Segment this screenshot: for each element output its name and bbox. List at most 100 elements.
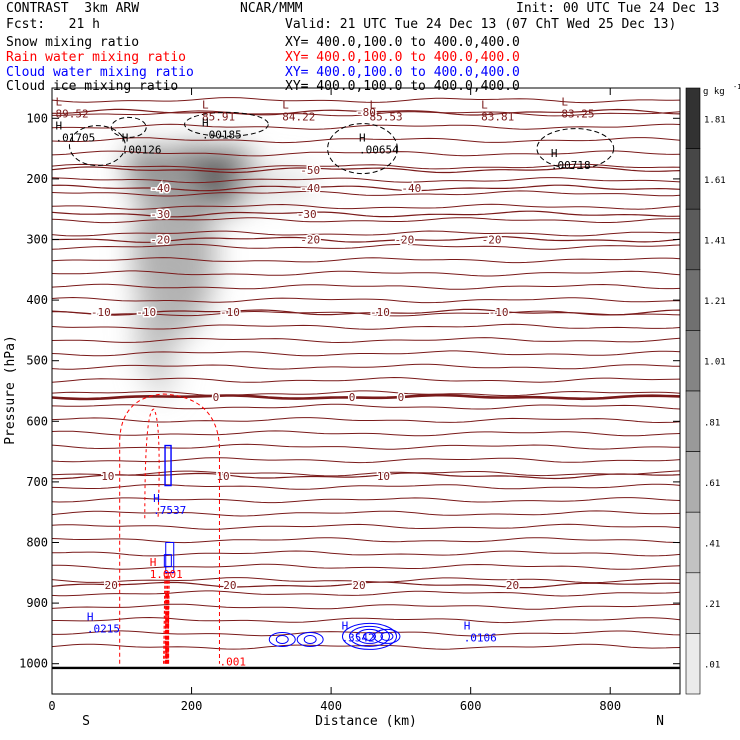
y-tick-label: 200 — [26, 172, 48, 186]
extremum-marker: L — [55, 95, 62, 108]
temperature-contour-label: 10 — [216, 470, 229, 483]
extremum-value: .00718 — [551, 159, 591, 172]
extremum-marker: H — [342, 619, 349, 632]
cloud-ice-contour-2 — [327, 123, 398, 175]
isotherm-line-9 — [52, 217, 680, 224]
x-tick-label: 0 — [48, 699, 55, 713]
colorbar-label: .01 — [704, 661, 720, 671]
temperature-contour-3 — [52, 210, 680, 218]
annotations: L89.52L85.91L84.22L85.53L83.81L83.25H.01… — [55, 95, 594, 668]
temperature-contour-label: 0 — [398, 391, 405, 404]
y-tick-label: 900 — [26, 596, 48, 610]
temperature-contour-label: -20 — [394, 234, 414, 247]
extremum-value: 83.81 — [481, 110, 514, 123]
extremum-marker: H — [464, 619, 471, 632]
isotherm-line-23 — [52, 403, 680, 410]
x-tick-label: 400 — [320, 699, 342, 713]
isotherm-line-19 — [52, 350, 680, 357]
colorbar-label: .21 — [704, 600, 720, 610]
extremum-marker: H — [87, 610, 94, 623]
extremum-marker: H — [153, 492, 160, 505]
field-xy-snow: XY= 400.0,100.0 to 400.0,400.0 — [285, 35, 520, 50]
cloud-water-low-cell — [268, 631, 296, 647]
y-tick-label: 700 — [26, 475, 48, 489]
temperature-contour-7 — [52, 472, 680, 480]
field-label-cloud-water: Cloud water mixing ratio — [6, 65, 194, 80]
isotherm-line-36 — [52, 577, 680, 584]
cloud-water-top — [164, 444, 172, 487]
hydrometeor-contours — [52, 111, 680, 670]
cloud-ice-contour-3 — [536, 128, 615, 170]
field-label-cloud-ice: Cloud ice mixing ratio — [6, 79, 179, 94]
y-axis-label: Pressure (hPa) — [3, 335, 18, 445]
snow-shade-blob-5 — [146, 348, 175, 398]
colorbar-segment — [685, 451, 701, 513]
isotherm-line-27 — [52, 457, 680, 464]
extremum-value: .0215 — [87, 622, 120, 635]
y-tick-label: 100 — [26, 111, 48, 125]
colorbar-label: .81 — [704, 418, 720, 428]
cloud-water-cell-3 — [163, 554, 172, 567]
isotherm-line-26 — [52, 443, 680, 450]
temperature-contour-label: -10 — [489, 306, 509, 319]
extremum-value: .00654 — [359, 144, 399, 157]
temperature-contour-6 — [52, 393, 680, 401]
colorbar-label: 1.21 — [704, 297, 726, 307]
extremum-marker: H — [202, 116, 209, 129]
cloud-water-cell-4 — [165, 542, 175, 573]
temperature-contour-label: 20 — [223, 579, 236, 592]
cloud-water-low-cell — [348, 625, 390, 647]
temperature-contour-label: -40 — [150, 182, 170, 195]
isotherm-line-39 — [52, 616, 680, 624]
isotherm-line-21 — [52, 376, 680, 383]
y-tick-label: 400 — [26, 293, 48, 307]
extremum-marker: H — [551, 147, 558, 160]
temperature-contour-label: -10 — [136, 306, 156, 319]
field-label-snow: Snow mixing ratio — [6, 35, 140, 50]
extremum-marker: L — [282, 98, 289, 111]
temperature-contour-2 — [52, 184, 680, 192]
isotherm-line-30 — [52, 497, 680, 504]
extremum-value: 89.52 — [55, 107, 88, 120]
isotherm-line-32 — [52, 523, 680, 530]
extremum-value: .7537 — [153, 504, 186, 517]
isotherm-line-10 — [52, 230, 680, 237]
cloud-water-low-cell — [296, 631, 324, 647]
isotherm-line-29 — [52, 483, 680, 490]
rain-core-line-0 — [163, 572, 166, 664]
temperature-contour-label: 0 — [349, 391, 356, 404]
valid-time: Valid: 21 UTC Tue 24 Dec 13 (07 ChT Wed … — [285, 17, 677, 32]
isotherm-line-18 — [52, 337, 680, 344]
south-label: S — [82, 714, 90, 729]
temperature-contour-0 — [52, 108, 680, 116]
temperature-contour-label: -20 — [150, 234, 170, 247]
isotherm-line-5 — [52, 163, 680, 170]
extremum-marker: H — [359, 132, 366, 145]
y-tick-label: 300 — [26, 233, 48, 247]
isotherm-line-12 — [52, 257, 680, 264]
x-tick-label: 600 — [460, 699, 482, 713]
isotherm-line-28 — [52, 470, 680, 477]
extremum-value: 84.22 — [282, 110, 315, 123]
colorbar-label: .61 — [704, 479, 720, 489]
temperature-contours: -80 -50 -40 -40 -40 -30 -30 -20 -20 -20 -20 -10 -10 -… — [52, 97, 680, 650]
colorbar-segment — [685, 269, 701, 331]
temperature-contour-label: -30 — [297, 208, 317, 221]
temperature-contour-4 — [52, 235, 680, 243]
y-tick-label: 1000 — [19, 657, 48, 671]
isotherm-line-1 — [52, 110, 680, 117]
extremum-value: .3542 — [342, 631, 375, 644]
temperature-contour-8 — [52, 581, 680, 589]
extremum-value: 85.91 — [202, 110, 235, 123]
rain-envelope-inner — [144, 408, 160, 519]
temperature-contour-label: -80 — [356, 106, 376, 119]
isotherm-line-11 — [52, 243, 680, 250]
extremum-value: .01705 — [55, 132, 95, 145]
extremum-marker: H — [122, 132, 129, 145]
extremum-value: .0106 — [464, 631, 497, 644]
temperature-contour-label: -40 — [401, 182, 421, 195]
temperature-contour-label: 10 — [377, 470, 390, 483]
isotherm-line-7 — [52, 190, 680, 197]
temperature-contour-label: -50 — [300, 164, 320, 177]
